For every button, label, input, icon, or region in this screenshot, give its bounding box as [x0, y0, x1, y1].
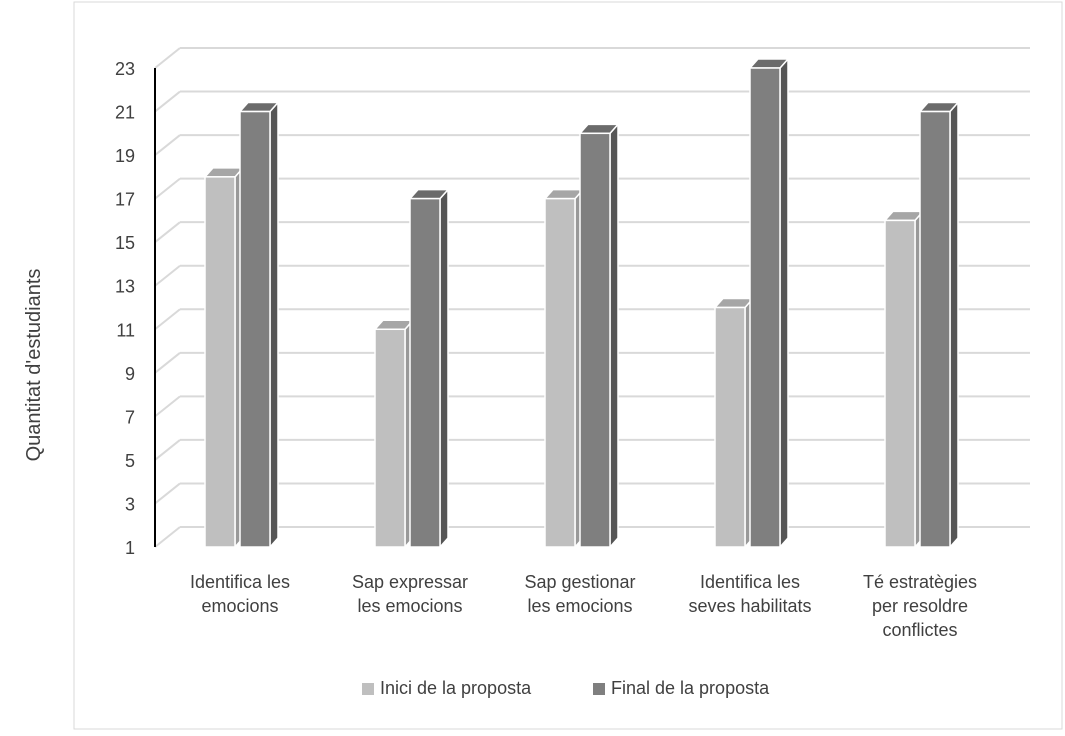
gridline-side-4 — [154, 352, 181, 374]
x-axis-labels: Identifica les emocions Sap expressar les e… — [190, 572, 977, 640]
y-tick-label: 17 — [115, 190, 135, 210]
x-tick-label-1: Sap expressar les emocions — [352, 572, 468, 616]
y-tick-label: 9 — [125, 364, 135, 384]
y-tick-label: 23 — [115, 59, 135, 79]
bar-side — [949, 100, 959, 549]
gridline-side-10 — [154, 90, 181, 113]
gridline-side-8 — [154, 177, 181, 200]
x-tick-label-2: Sap gestionar les emocions — [524, 572, 635, 616]
gridline-side-3 — [154, 395, 181, 418]
gridline-side-7 — [154, 221, 181, 243]
y-tick-label: 13 — [115, 277, 135, 297]
legend-item-0: Inici de la proposta — [362, 678, 532, 698]
bar-inici-4 — [883, 209, 925, 549]
x-tick-label-3: Identifica les seves habilitats — [688, 572, 811, 616]
gridline-side-1 — [154, 482, 181, 505]
bar-front — [919, 110, 951, 548]
y-tick-label: 11 — [116, 320, 135, 340]
bar-side — [609, 122, 619, 549]
gridline-side-2 — [154, 439, 181, 461]
gridline-side-5 — [154, 308, 181, 331]
x-tick-label-4: Té estratègies per resoldre conflictes — [863, 572, 977, 640]
y-tick-label: 3 — [125, 494, 135, 514]
bar-inici-2 — [543, 187, 585, 549]
bar-front — [714, 306, 746, 548]
bar-front — [749, 67, 781, 548]
bar-front — [374, 328, 406, 548]
gridline-side-6 — [154, 264, 181, 287]
y-tick-label: 5 — [125, 451, 135, 471]
bars — [203, 57, 960, 549]
y-tick-label: 19 — [115, 146, 135, 166]
bar-front — [239, 110, 271, 548]
bar-final-3 — [748, 57, 790, 549]
gridline-side-9 — [154, 134, 181, 156]
bar-side — [269, 100, 279, 549]
bar-inici-1 — [373, 318, 415, 549]
y-axis-title: Quantitat d'estudiants — [23, 269, 45, 462]
x-tick-label-0: Identifica les emocions — [190, 572, 290, 616]
bar-front — [579, 132, 611, 548]
bar-front — [544, 197, 576, 548]
y-tick-label: 1 — [125, 538, 135, 558]
gridline-side-0 — [154, 526, 181, 548]
y-tick-label: 7 — [125, 407, 135, 427]
bar-inici-0 — [203, 165, 245, 549]
bar-inici-3 — [713, 296, 755, 549]
y-tick-label: 15 — [115, 233, 135, 253]
bar-front — [409, 197, 441, 548]
legend: Inici de la proposta Final de la proposta — [362, 678, 770, 698]
bar-side — [779, 57, 789, 549]
legend-swatch — [593, 683, 605, 695]
bar-final-1 — [408, 187, 450, 549]
bar-front — [204, 176, 236, 548]
legend-label: Inici de la proposta — [380, 678, 532, 698]
bar-final-2 — [578, 122, 620, 549]
legend-item-1: Final de la proposta — [593, 678, 770, 698]
gridline-side-11 — [154, 47, 181, 69]
y-tick-label: 21 — [115, 103, 135, 123]
bar-final-4 — [918, 100, 960, 549]
legend-label: Final de la proposta — [611, 678, 770, 698]
bar-side — [439, 187, 449, 549]
bar-final-0 — [238, 100, 280, 549]
legend-swatch — [362, 683, 374, 695]
bar-front — [884, 219, 916, 548]
